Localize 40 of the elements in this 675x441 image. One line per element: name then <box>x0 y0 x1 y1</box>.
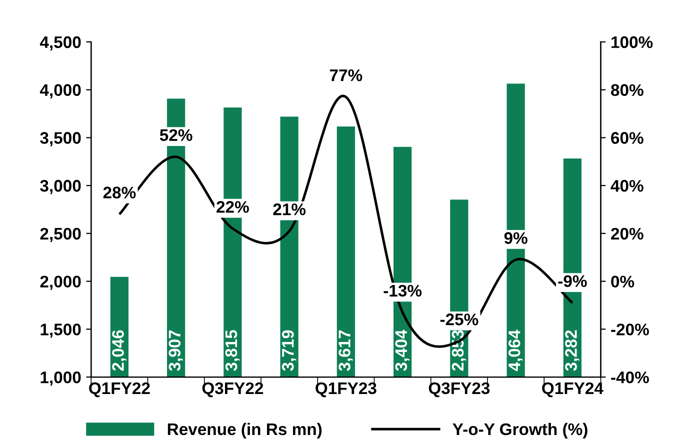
x-tick-label: Q3FY23 <box>428 382 490 398</box>
data-label: 3,282 <box>565 330 580 371</box>
y2-tick-label: 100% <box>612 36 653 48</box>
y2-tick-label: 80% <box>611 84 644 96</box>
data-label: 4,064 <box>508 330 523 372</box>
x-tick-label: Q3FY22 <box>202 382 264 398</box>
y-tick-label: 3,000 <box>40 180 81 194</box>
data-label: 52% <box>160 129 192 142</box>
data-label: 3,617 <box>338 330 353 371</box>
data-label: 3,907 <box>168 330 183 371</box>
y-tick-label: 4,500 <box>40 36 81 51</box>
x-tick-label: Q1FY24 <box>542 382 604 398</box>
data-label: 77% <box>330 69 362 82</box>
y-tick-label: 2,500 <box>40 228 81 242</box>
legend-label: Y-o-Y Growth (%) <box>452 422 588 438</box>
data-label: 21% <box>273 203 306 216</box>
y-tick-label: 1,000 <box>40 371 81 386</box>
y-tick-label: 1,500 <box>40 324 81 338</box>
data-label: 22% <box>216 201 249 213</box>
data-label: -9% <box>558 275 587 288</box>
x-tick-label: Q1FY22 <box>89 382 150 398</box>
data-label: -25% <box>440 314 478 326</box>
y2-tick-label: 0% <box>611 276 634 288</box>
y2-tick-label: -40% <box>611 371 649 384</box>
data-label: 2,046 <box>112 330 126 371</box>
y2-tick-label: 20% <box>611 228 644 240</box>
y2-tick-label: 40% <box>610 180 644 192</box>
y2-tick-label: -20% <box>611 324 649 336</box>
x-tick-label: Q1FY23 <box>316 382 376 398</box>
y-tick-label: 3,500 <box>40 132 81 146</box>
data-label: -13% <box>384 284 422 297</box>
data-label: 9% <box>504 232 528 244</box>
data-label: 28% <box>103 186 136 198</box>
data-label: 3,404 <box>395 330 410 371</box>
legend-label: Revenue (in Rs mn) <box>168 422 322 438</box>
y2-tick-label: 60% <box>611 132 644 144</box>
data-label: 3,719 <box>282 330 296 371</box>
y-tick-label: 2,000 <box>40 276 81 290</box>
y-tick-label: 4,000 <box>40 84 81 98</box>
data-label: 3,815 <box>225 330 240 371</box>
